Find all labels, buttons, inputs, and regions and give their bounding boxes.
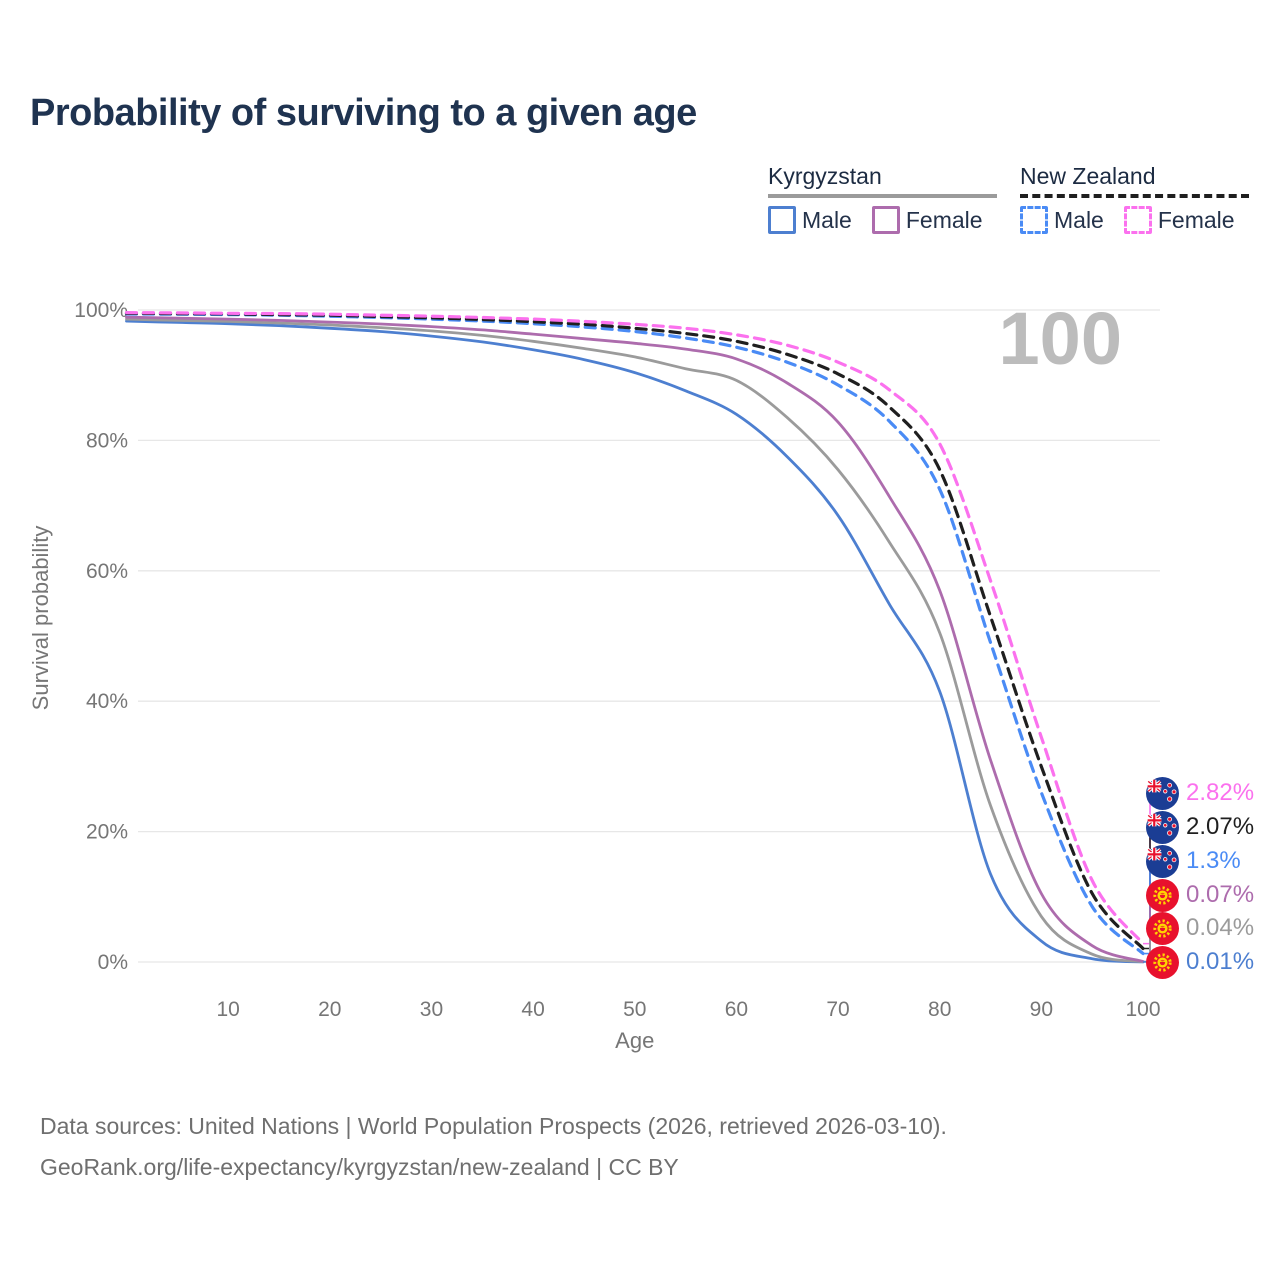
y-tick-label: 60% — [86, 560, 128, 583]
end-label-row-kyrgyzstan: 0.07% — [1146, 878, 1254, 912]
legend-country-new-zealand: New Zealand — [1020, 163, 1156, 189]
new-zealand-flag-icon — [1146, 810, 1179, 844]
x-tick-label: 70 — [826, 998, 849, 1021]
y-axis-title: Survival probability — [28, 526, 53, 711]
x-tick-label: 10 — [216, 998, 239, 1021]
series-line-kyrgyzstan-male[interactable] — [125, 319, 1145, 964]
new-zealand-flag-icon — [1146, 844, 1179, 878]
x-tick-label: 30 — [420, 998, 443, 1021]
series-line-kyrgyzstan-female[interactable] — [125, 315, 1145, 963]
x-tick-label: 80 — [928, 998, 951, 1021]
end-value-label: 2.82% — [1186, 779, 1255, 806]
legend-label: Female — [1157, 206, 1235, 233]
data-sources-line2: GeoRank.org/life-expectancy/kyrgyzstan/n… — [40, 1154, 679, 1180]
end-value-label: 0.01% — [1186, 948, 1255, 975]
new-zealand-female-swatch-icon[interactable] — [1123, 206, 1152, 234]
page-title: Probability of surviving to a given age — [30, 92, 697, 134]
end-label-row-kyrgyzstan: 0.01% — [1146, 945, 1254, 979]
legend-item-new-zealand-female[interactable]: Female — [1123, 206, 1235, 234]
end-label-row-new-zealand: 1.3% — [1146, 844, 1241, 878]
end-label-row-kyrgyzstan: 0.04% — [1146, 911, 1254, 945]
kyrgyzstan-flag-icon — [1146, 911, 1179, 945]
new-zealand-line-style-sample — [1020, 194, 1249, 198]
x-tick-label: 90 — [1030, 998, 1053, 1021]
y-tick-label: 80% — [86, 429, 128, 452]
end-value-label: 0.07% — [1186, 881, 1255, 908]
y-tick-label: 40% — [86, 690, 128, 713]
series-line-kyrgyzstan-both-sexes[interactable] — [125, 317, 1145, 964]
age-counter-watermark: 100 — [999, 297, 1122, 380]
data-sources: Data sources: United Nations | World Pop… — [40, 1106, 947, 1188]
new-zealand-flag-icon — [1146, 776, 1179, 810]
x-tick-label: 100 — [1125, 998, 1160, 1021]
end-value-label: 2.07% — [1186, 813, 1255, 840]
data-sources-line1: Data sources: United Nations | World Pop… — [40, 1113, 947, 1139]
x-tick-label: 40 — [521, 998, 544, 1021]
legend-label: Male — [1054, 206, 1104, 233]
kyrgyzstan-flag-icon — [1146, 945, 1179, 979]
series-line-new-zealand-male[interactable] — [124, 312, 1145, 956]
end-value-label: 1.3% — [1186, 847, 1241, 874]
x-tick-label: 50 — [623, 998, 646, 1021]
legend-item-kyrgyzstan-male[interactable]: Male — [768, 206, 852, 234]
legend-country-kyrgyzstan: Kyrgyzstan — [768, 163, 882, 189]
end-label-row-new-zealand: 2.07% — [1146, 810, 1254, 844]
legend-item-kyrgyzstan-female[interactable]: Female — [871, 206, 983, 234]
legend-item-new-zealand-male[interactable]: Male — [1020, 206, 1104, 234]
legend-group-new-zealand: New Zealand Male Female — [1020, 163, 1249, 234]
y-tick-label: 0% — [98, 951, 128, 974]
y-tick-label: 20% — [86, 821, 128, 844]
series-line-new-zealand-both-sexes[interactable] — [124, 311, 1145, 951]
x-tick-label: 60 — [725, 998, 748, 1021]
kyrgyzstan-male-swatch-icon[interactable] — [768, 206, 796, 234]
x-axis-title: Age — [615, 1028, 654, 1053]
end-label-row-new-zealand: 2.82% — [1146, 776, 1254, 810]
new-zealand-male-swatch-icon[interactable] — [1020, 206, 1048, 234]
kyrgyzstan-line-style-sample — [768, 194, 997, 198]
y-tick-label: 100% — [74, 299, 128, 322]
kyrgyzstan-female-swatch-icon[interactable] — [871, 206, 900, 234]
x-tick-label: 20 — [318, 998, 341, 1021]
kyrgyzstan-flag-icon — [1146, 878, 1179, 912]
legend-label: Female — [905, 206, 983, 233]
series-line-new-zealand-female[interactable] — [124, 311, 1145, 946]
end-value-label: 0.04% — [1186, 914, 1255, 941]
legend-group-kyrgyzstan: Kyrgyzstan Male Female — [768, 163, 997, 234]
legend-label: Male — [802, 206, 852, 233]
